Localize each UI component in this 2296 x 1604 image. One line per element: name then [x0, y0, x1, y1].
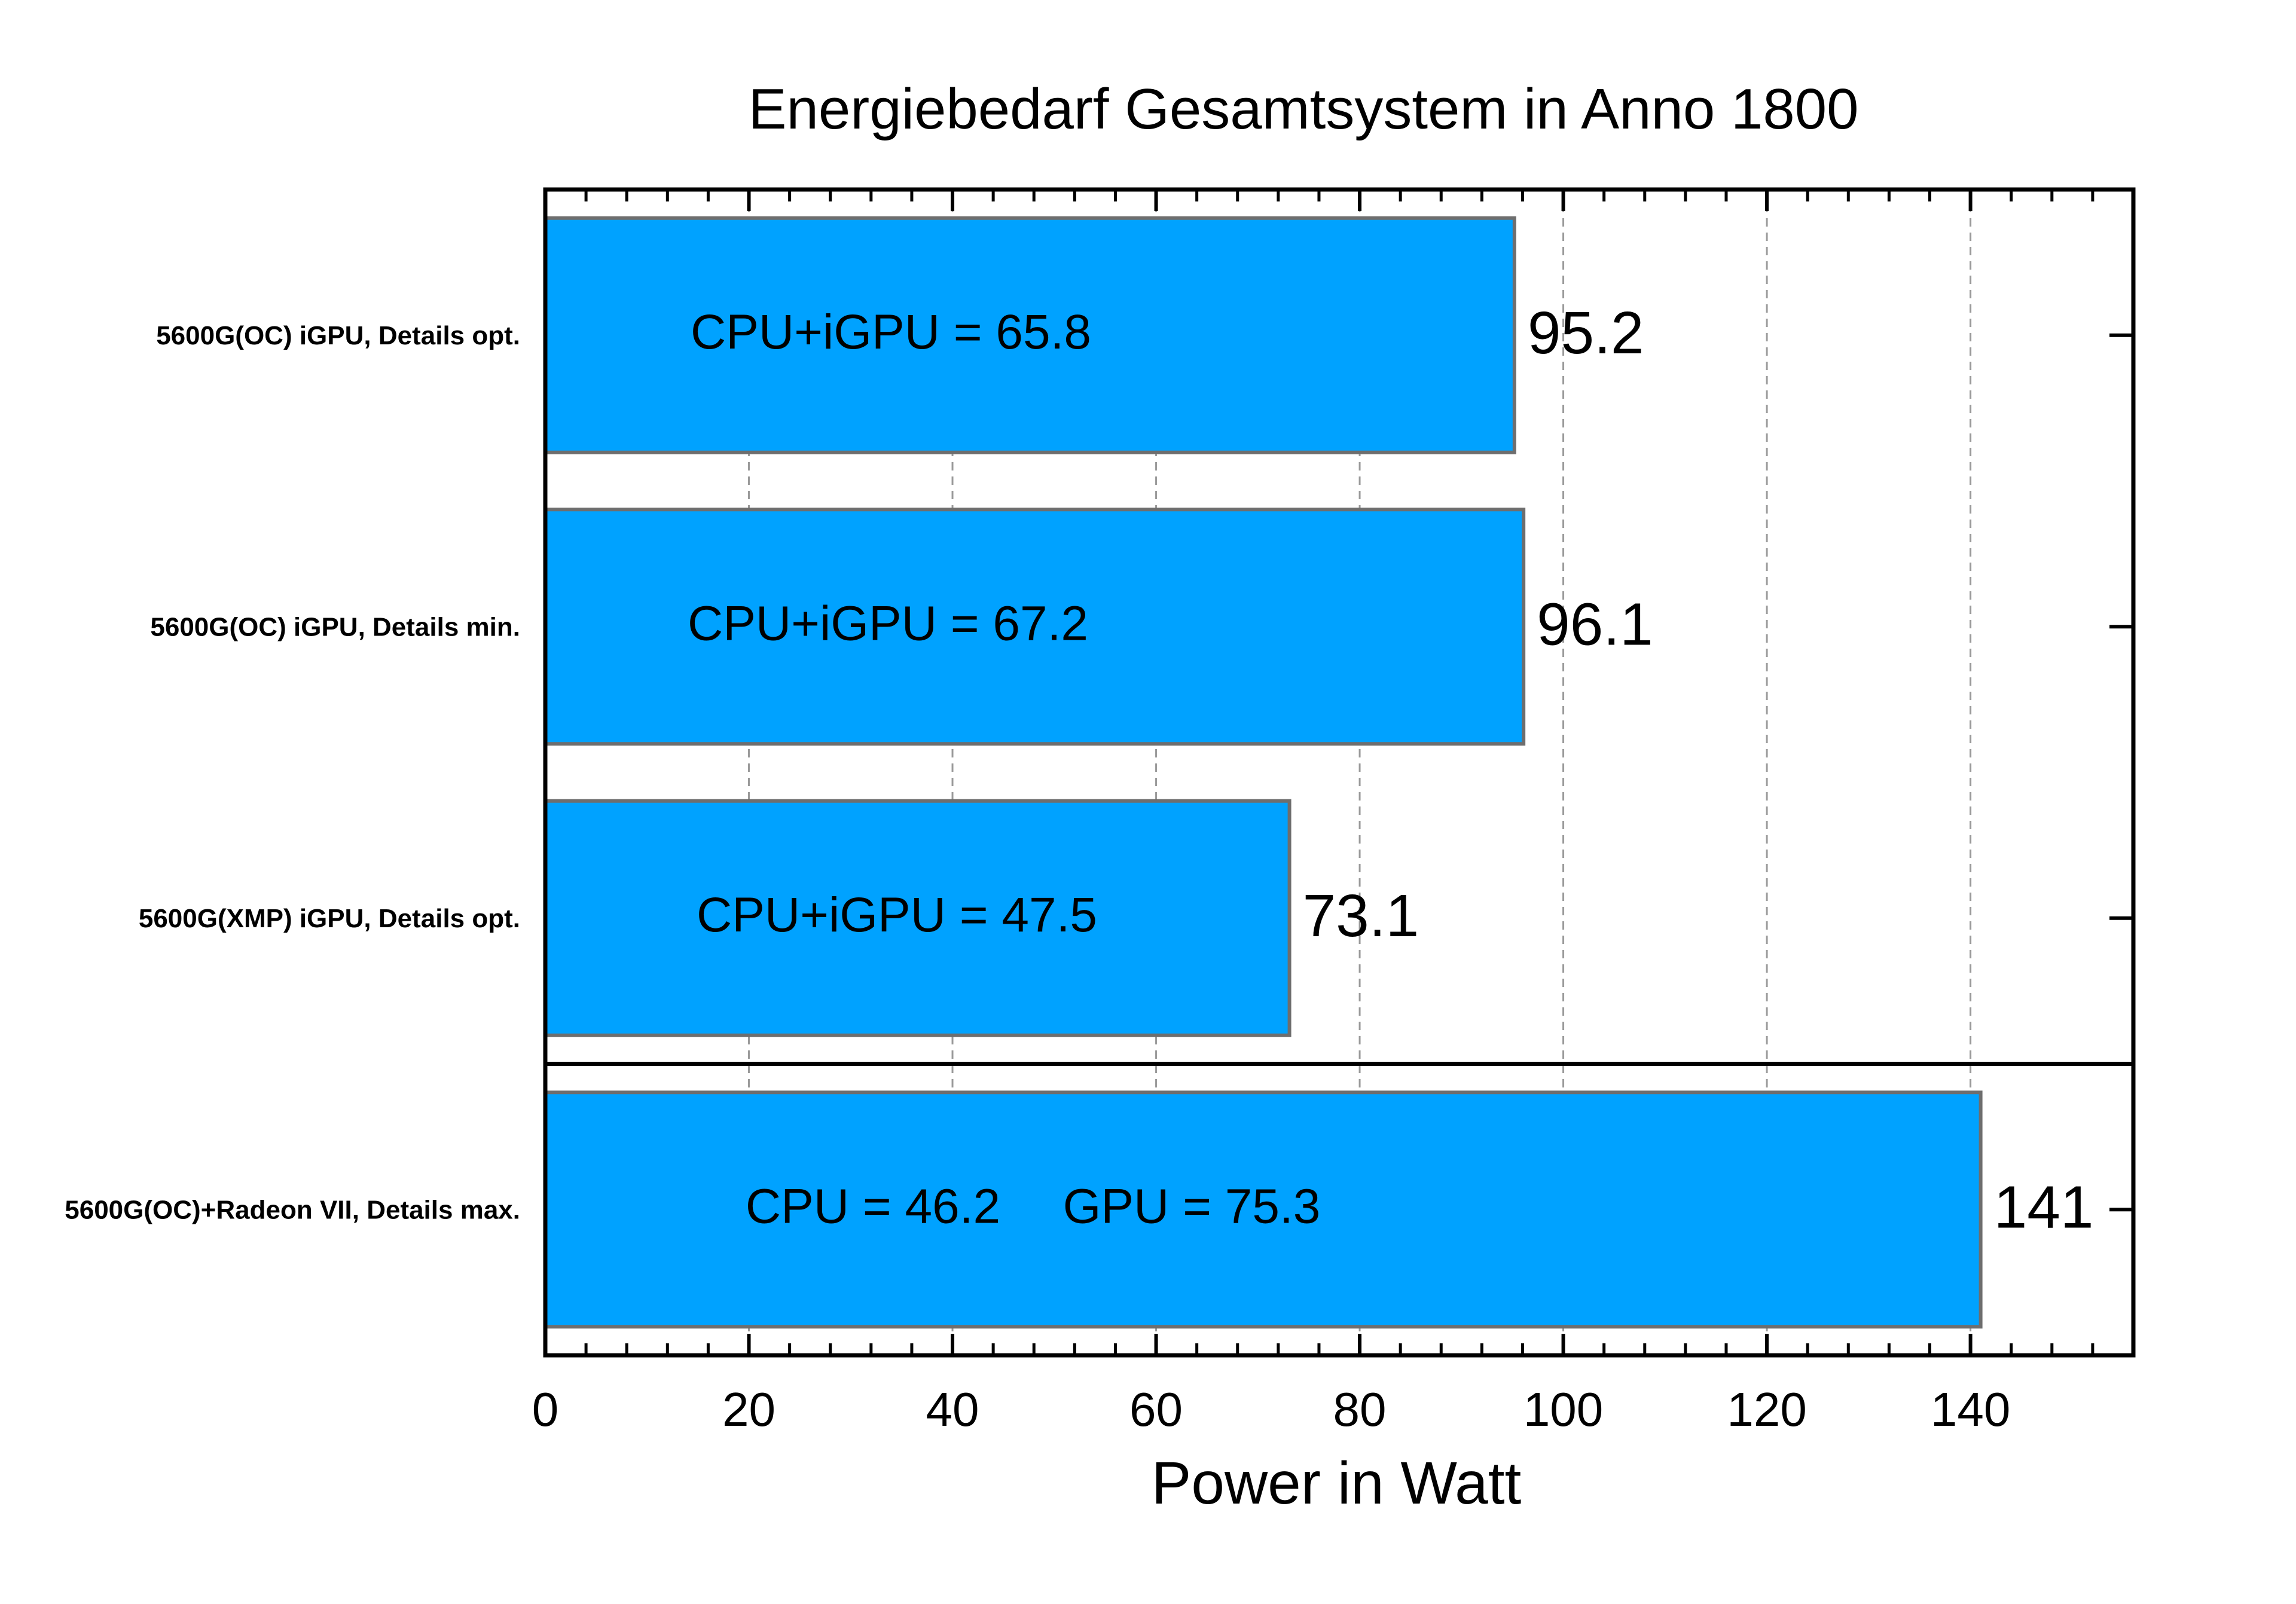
- bar-annotation-1-1: CPU+iGPU = 65.8: [691, 305, 1091, 359]
- x-tick-label-80: 80: [1333, 1383, 1387, 1436]
- category-label-3: 5600G(XMP) iGPU, Details opt.: [139, 904, 520, 933]
- x-tick-label-120: 120: [1727, 1383, 1806, 1436]
- value-label-4: 141: [1994, 1174, 2094, 1241]
- value-label-3: 73.1: [1303, 882, 1419, 949]
- x-tick-label-0: 0: [532, 1383, 559, 1436]
- bar-2: [544, 508, 1526, 746]
- x-tick-label-40: 40: [926, 1383, 979, 1436]
- bar-annotation-4-1: CPU = 46.2: [746, 1179, 1000, 1233]
- value-label-2: 96.1: [1537, 591, 1653, 658]
- bar-annotation-3-1: CPU+iGPU = 47.5: [697, 888, 1097, 942]
- x-tick-label-140: 140: [1931, 1383, 2010, 1436]
- chart-title: Energiebedarf Gesamtsystem in Anno 1800: [748, 77, 1858, 141]
- category-label-1: 5600G(OC) iGPU, Details opt.: [156, 321, 520, 350]
- bar-3: [544, 799, 1292, 1037]
- bar-annotation-4-2: GPU = 75.3: [1063, 1179, 1321, 1233]
- x-tick-label-20: 20: [722, 1383, 775, 1436]
- x-tick-label-60: 60: [1129, 1383, 1183, 1436]
- category-label-2: 5600G(OC) iGPU, Details min.: [150, 612, 520, 641]
- x-axis-title: Power in Watt: [1152, 1450, 1522, 1517]
- axes: 0 20 40 60 80 100 120 140: [532, 187, 2136, 1436]
- category-label-4: 5600G(OC)+Radeon VII, Details max.: [65, 1195, 520, 1224]
- plot-frame: [543, 187, 2136, 1358]
- bar-annotation-2-1: CPU+iGPU = 67.2: [688, 596, 1088, 650]
- value-label-1: 95.2: [1528, 300, 1644, 366]
- bars: 5600G(OC) iGPU, Details opt. 95.2 CPU+iGPU…: [65, 216, 2094, 1329]
- x-tick-label-100: 100: [1523, 1383, 1603, 1436]
- bar-4: [544, 1090, 1983, 1329]
